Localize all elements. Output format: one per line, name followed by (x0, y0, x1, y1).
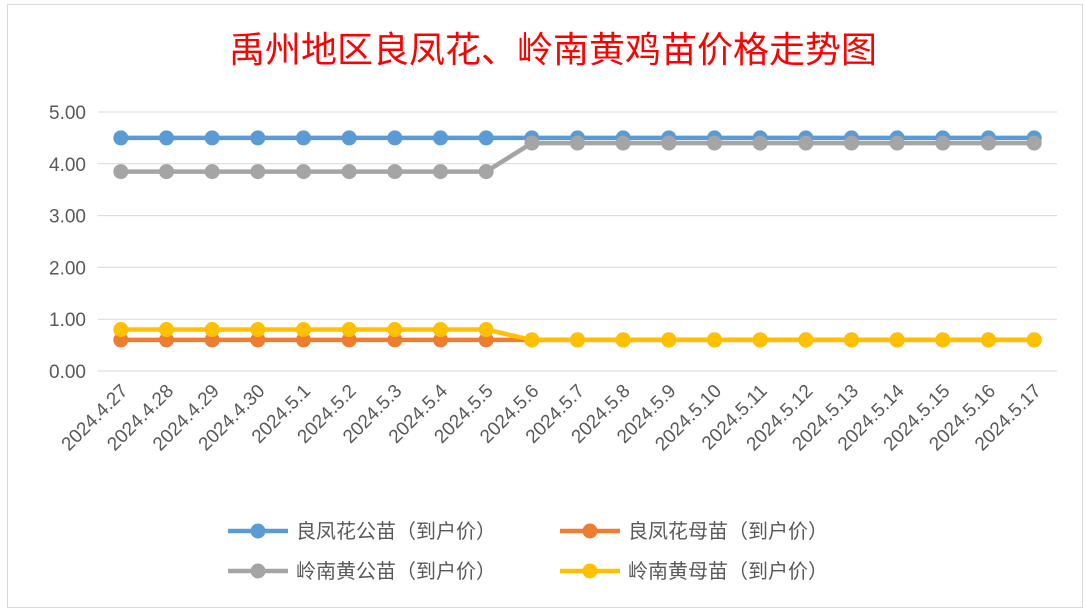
data-point (798, 332, 814, 348)
data-point (707, 332, 722, 348)
legend-item[interactable]: 良凤花母苗（到户价） (560, 519, 828, 543)
data-point (1026, 135, 1042, 151)
data-point (250, 130, 266, 146)
chart-title: 禹州地区良凤花、岭南黄鸡苗价格走势图 (229, 30, 877, 71)
data-point (113, 164, 129, 180)
data-point (981, 332, 996, 348)
data-point (981, 135, 996, 151)
data-point (478, 164, 494, 180)
data-point (889, 332, 905, 348)
data-point (113, 322, 129, 338)
data-point (296, 130, 311, 146)
data-point (615, 135, 631, 151)
data-point (204, 130, 220, 146)
x-axis-ticks: 2024.4.272024.4.282024.4.292024.4.302024… (58, 380, 1046, 455)
data-point (844, 332, 859, 348)
data-point (570, 332, 585, 348)
y-tick-label: 2.00 (49, 258, 86, 279)
data-point (159, 164, 174, 180)
data-point (478, 322, 494, 338)
data-point (524, 332, 540, 348)
data-point (935, 135, 951, 151)
data-point (296, 332, 311, 348)
data-point (113, 130, 129, 146)
data-point (159, 332, 174, 348)
chart-frame[interactable] (7, 4, 1083, 608)
data-point (661, 135, 677, 151)
data-point (752, 332, 768, 348)
data-point (341, 322, 357, 338)
data-point (296, 164, 311, 180)
y-axis-ticks: 0.00 1.00 2.00 3.00 4.00 5.00 (49, 103, 86, 383)
data-point (250, 322, 266, 338)
legend-item[interactable]: 岭南黄母苗（到户价） (560, 559, 828, 583)
data-point (798, 135, 814, 151)
data-point (387, 332, 403, 348)
legend-label: 良凤花公苗（到户价） (296, 519, 496, 543)
series-lines (113, 130, 1042, 348)
legend-item[interactable]: 岭南黄公苗（到户价） (228, 559, 496, 583)
data-point (204, 322, 220, 338)
data-point (844, 135, 859, 151)
data-point (204, 164, 220, 180)
legend-swatch-marker (250, 563, 266, 579)
data-point (752, 135, 768, 151)
data-point (296, 322, 311, 338)
data-point (707, 135, 722, 151)
series-2 (113, 135, 1042, 180)
legend-label: 良凤花母苗（到户价） (628, 519, 828, 543)
data-point (1026, 332, 1042, 348)
data-point (250, 164, 266, 180)
data-point (615, 332, 631, 348)
data-point (250, 332, 266, 348)
data-point (570, 135, 585, 151)
data-point (387, 322, 403, 338)
legend-swatch-marker (250, 523, 266, 539)
data-point (524, 135, 540, 151)
data-point (159, 130, 174, 146)
data-point (387, 130, 403, 146)
y-tick-label: 0.00 (49, 362, 86, 383)
legend-swatch-marker (582, 523, 598, 539)
legend-item[interactable]: 良凤花公苗（到户价） (228, 519, 496, 543)
data-point (478, 130, 494, 146)
data-point (661, 332, 677, 348)
data-point (341, 332, 357, 348)
data-point (341, 130, 357, 146)
data-point (433, 164, 448, 180)
legend-swatch-marker (582, 563, 598, 579)
data-point (478, 332, 494, 348)
data-point (433, 130, 448, 146)
legend-label: 岭南黄母苗（到户价） (628, 559, 828, 583)
series-3 (113, 322, 1042, 348)
data-point (387, 164, 403, 180)
y-tick-label: 1.00 (49, 310, 86, 331)
data-point (113, 332, 129, 348)
legend-label: 岭南黄公苗（到户价） (296, 559, 496, 583)
data-point (341, 164, 357, 180)
data-point (889, 135, 905, 151)
y-tick-label: 3.00 (49, 207, 86, 228)
data-point (159, 322, 174, 338)
data-point (433, 332, 448, 348)
y-tick-label: 5.00 (49, 103, 86, 124)
legend: 良凤花公苗（到户价） 良凤花母苗（到户价） 岭南黄公苗（到户价） 岭南黄母苗（到户价） (228, 519, 828, 583)
y-tick-label: 4.00 (49, 155, 86, 176)
data-point (433, 322, 448, 338)
gridlines (98, 111, 1057, 372)
data-point (935, 332, 951, 348)
data-point (204, 332, 220, 348)
